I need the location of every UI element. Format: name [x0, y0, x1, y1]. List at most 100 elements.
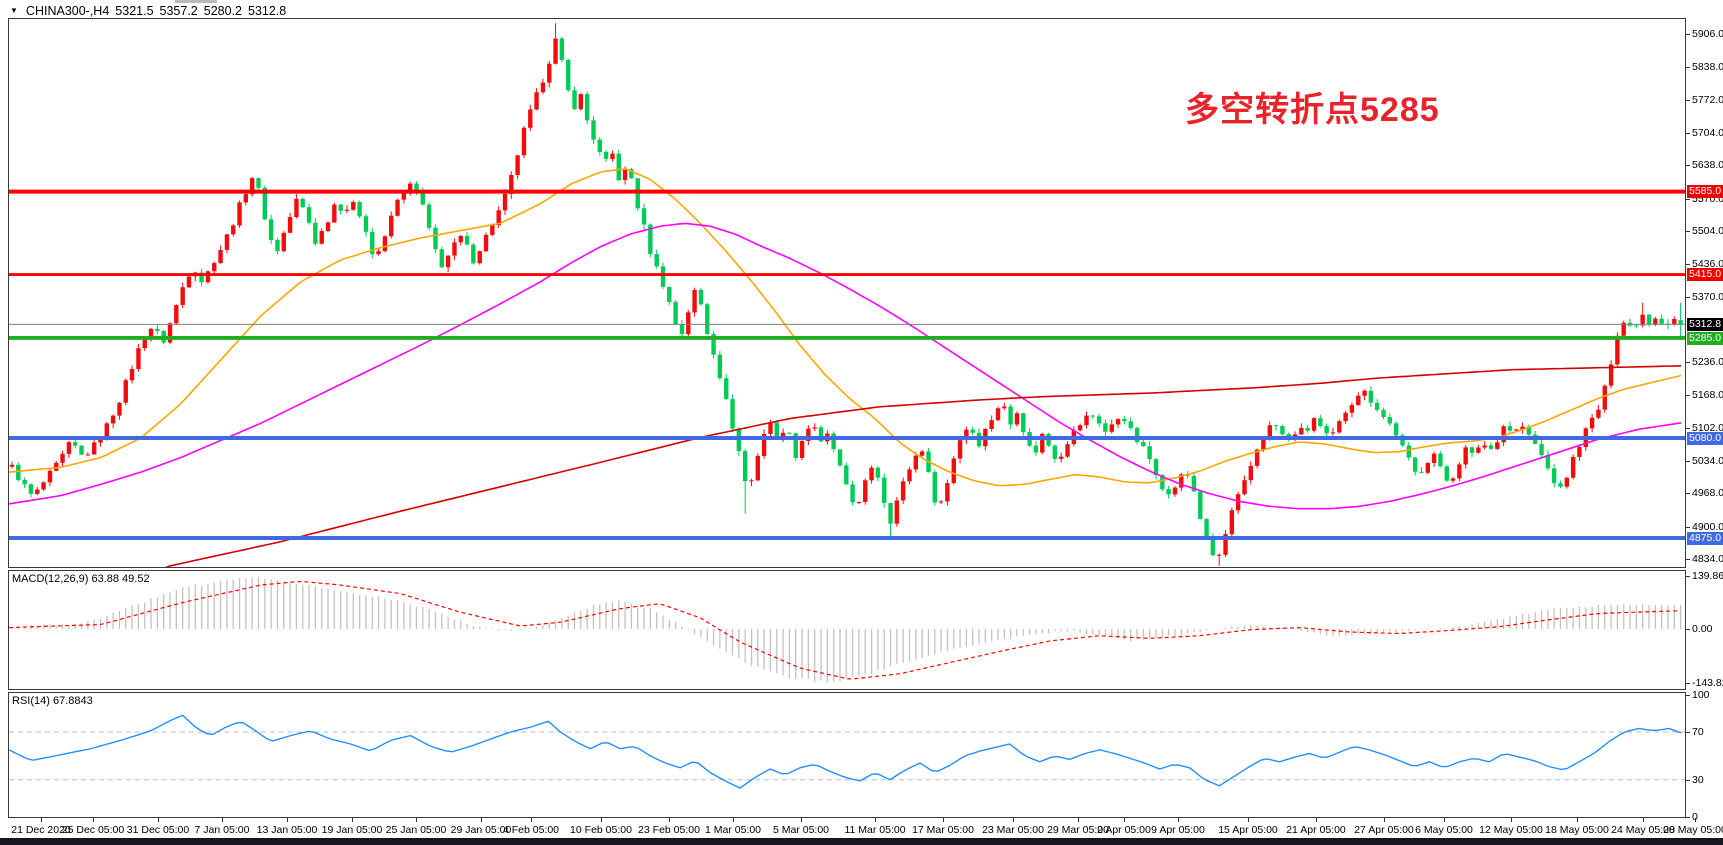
time-tick-mark	[352, 818, 353, 822]
time-axis-label: 31 Dec 05:00	[126, 824, 190, 836]
price-axis-label: 5638.0	[1692, 159, 1723, 172]
candlestick-chart-panel[interactable]	[8, 18, 1686, 568]
axis-tick-mark	[1686, 683, 1690, 685]
price-level-label: 5080.0	[1687, 432, 1723, 446]
macd-axis-label: 0.00	[1692, 623, 1713, 635]
axis-tick-mark	[1686, 576, 1690, 577]
time-axis-label: 17 Mar 05:00	[912, 824, 974, 836]
time-axis-label: 21 Dec 2020	[11, 824, 71, 836]
time-tick-mark	[1316, 818, 1317, 822]
time-axis-label: 28 May 05:00	[1663, 824, 1723, 836]
window-bottom-border	[0, 838, 1723, 845]
time-tick-mark	[601, 818, 602, 822]
time-tick-mark	[416, 818, 417, 822]
time-tick-mark	[1078, 818, 1079, 822]
time-tick-mark	[733, 818, 734, 822]
time-tick-mark	[875, 818, 876, 822]
time-axis-label: 6 May 05:00	[1415, 824, 1473, 836]
time-tick-mark	[1124, 818, 1125, 822]
time-axis-label: 10 Feb 05:00	[570, 824, 632, 836]
price-axis-label: 5772.0	[1692, 93, 1723, 106]
macd-axis-label: -143.82	[1692, 677, 1723, 690]
macd-label: MACD(12,26,9) 63.88 49.52	[12, 573, 150, 585]
rsi-indicator-panel[interactable]	[8, 692, 1686, 818]
rsi-chart[interactable]	[9, 693, 1685, 817]
price-level-label: 5285.0	[1687, 331, 1723, 345]
chart-annotation: 多空转折点5285	[1185, 91, 1440, 129]
time-axis-label: 29 Mar 05:00	[1047, 824, 1109, 836]
ohlc-low: 5280.2	[203, 3, 242, 18]
axis-tick-mark	[1686, 395, 1690, 397]
candlestick-chart[interactable]	[9, 19, 1685, 567]
axis-tick-mark	[1686, 629, 1690, 630]
price-level-label: 5585.0	[1687, 184, 1723, 198]
time-tick-mark	[481, 818, 482, 822]
time-tick-mark	[531, 818, 532, 822]
rsi-axis-label: 70	[1692, 725, 1704, 738]
time-axis-label: 5 Mar 05:00	[772, 824, 830, 836]
price-level-label: 5312.8	[1687, 318, 1723, 331]
axis-tick-mark	[1686, 559, 1690, 560]
axis-tick-mark	[1686, 362, 1690, 364]
axis-tick-mark	[1686, 427, 1690, 429]
time-axis-label: 19 Jan 05:00	[321, 824, 383, 836]
time-axis-label: 13 Jan 05:00	[256, 824, 318, 836]
axis-tick-mark	[1686, 493, 1690, 495]
price-axis-label: 5168.0	[1692, 389, 1723, 402]
time-axis-label: 21 Apr 05:00	[1286, 824, 1346, 836]
time-axis-label: 25 Dec 05:00	[61, 824, 125, 836]
rsi-axis-label: 30	[1692, 774, 1704, 787]
time-axis[interactable]: 21 Dec 2020 25 Dec 05:00 31 Dec 05:00 7 Jan…	[0, 818, 1723, 837]
time-axis-label: 4 Feb 05:00	[502, 824, 560, 836]
time-tick-mark	[1178, 818, 1179, 822]
axis-tick-mark	[1686, 296, 1690, 298]
time-axis-label: 15 Apr 05:00	[1218, 824, 1278, 836]
axis-tick-mark	[1686, 99, 1690, 101]
time-tick-mark	[1577, 818, 1578, 822]
time-axis-label: 12 May 05:00	[1479, 824, 1543, 836]
time-tick-mark	[1248, 818, 1249, 822]
macd-indicator-panel[interactable]	[8, 570, 1686, 690]
time-tick-mark	[1384, 818, 1385, 822]
rsi-label: RSI(14) 67.8843	[12, 695, 93, 707]
ohlc-high: 5357.2	[159, 3, 198, 18]
time-tick-mark	[801, 818, 802, 822]
price-axis-label: 4968.0	[1692, 487, 1723, 500]
time-axis-label: 7 Jan 05:00	[194, 824, 250, 836]
time-tick-mark	[1643, 818, 1644, 822]
axis-tick-mark	[1686, 695, 1690, 697]
time-axis-label: 1 Mar 05:00	[704, 824, 762, 836]
time-tick-mark	[41, 818, 42, 822]
time-axis-label: 11 Mar 05:00	[844, 824, 906, 836]
price-axis-label: 5704.0	[1692, 126, 1723, 139]
time-tick-mark	[1444, 818, 1445, 822]
axis-tick-mark	[1686, 34, 1690, 35]
time-axis-label: 27 Apr 05:00	[1354, 824, 1414, 836]
time-axis-label: 29 Jan 05:00	[450, 824, 512, 836]
time-tick-mark	[93, 818, 94, 822]
macd-chart[interactable]	[9, 571, 1685, 689]
axis-tick-mark	[1686, 198, 1690, 200]
macd-axis-label: 139.86	[1692, 570, 1723, 582]
price-axis-label: 5838.0	[1692, 61, 1723, 74]
axis-tick-mark	[1686, 165, 1690, 167]
time-tick-mark	[222, 818, 223, 822]
time-axis-label: 23 Feb 05:00	[638, 824, 700, 836]
price-axis-label: 5370.0	[1692, 290, 1723, 303]
time-tick-mark	[158, 818, 159, 822]
symbol-dropdown-icon[interactable]: ▼	[10, 6, 18, 15]
time-axis-label: 18 May 05:00	[1545, 824, 1609, 836]
axis-tick-mark	[1686, 264, 1690, 266]
price-axis-label: 5102.0	[1692, 421, 1723, 434]
time-tick-mark	[669, 818, 670, 822]
axis-tick-mark	[1686, 731, 1690, 733]
axis-tick-mark	[1686, 67, 1690, 69]
axis-tick-mark	[1686, 230, 1690, 232]
price-axis-label: 4834.0	[1692, 553, 1723, 565]
time-axis-label: 24 May 05:00	[1611, 824, 1675, 836]
time-axis-label: 9 Apr 05:00	[1151, 824, 1205, 836]
time-axis-label: 25 Jan 05:00	[385, 824, 447, 836]
ohlc-close: 5312.8	[248, 3, 287, 18]
rsi-axis-label: 0	[1692, 810, 1698, 823]
